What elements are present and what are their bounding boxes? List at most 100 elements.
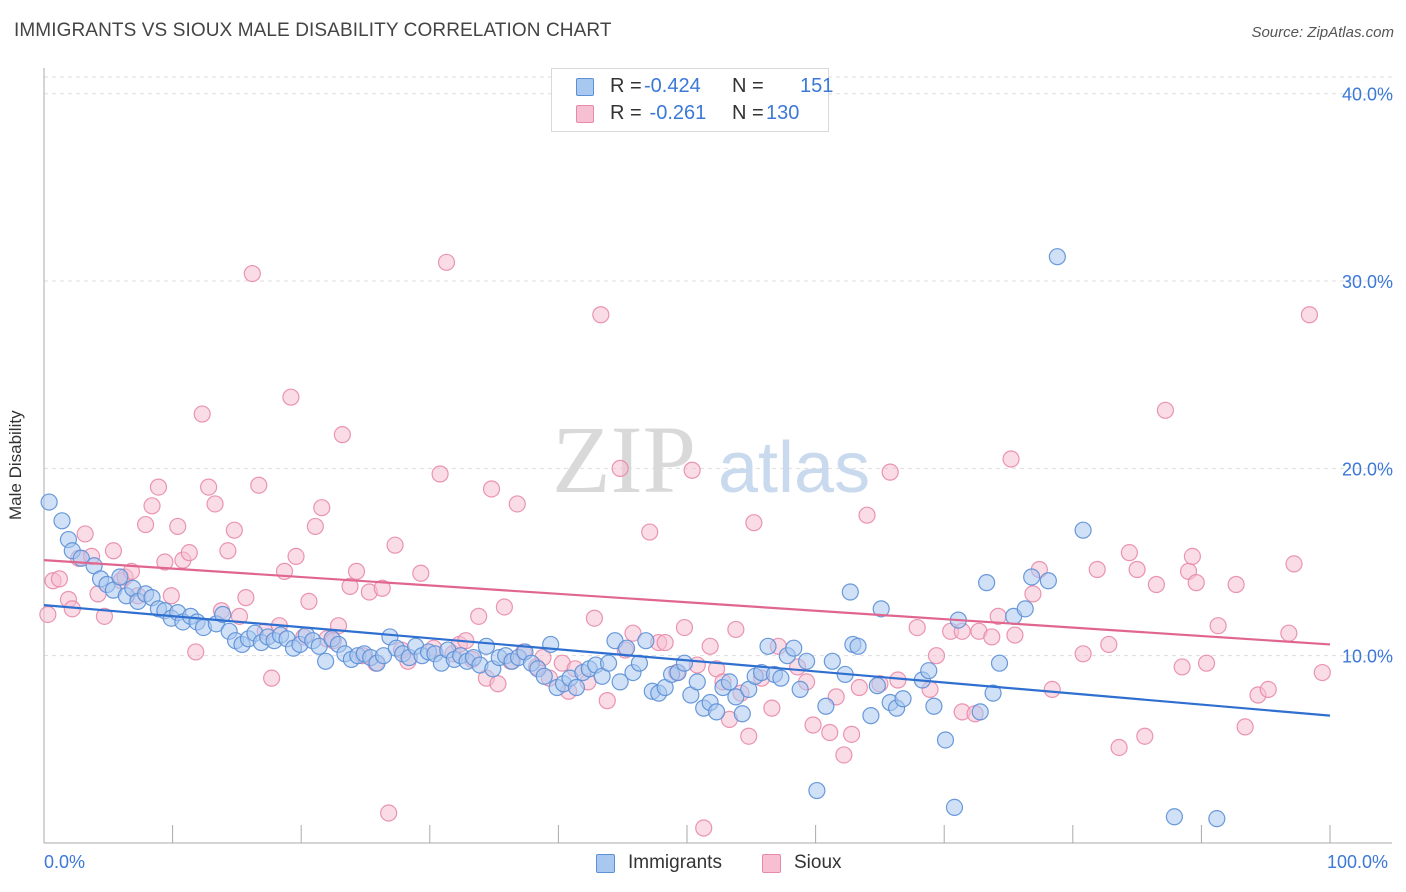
sioux-point xyxy=(1074,645,1092,663)
sioux-point xyxy=(858,506,876,524)
immigrants-point xyxy=(535,667,553,685)
y-tick-label: 10.0% xyxy=(1342,647,1393,667)
immigrants-point xyxy=(477,637,495,655)
y-tick-label: 20.0% xyxy=(1342,459,1393,479)
sioux-point xyxy=(306,517,324,536)
sioux-swatch xyxy=(762,854,781,873)
stats-legend: R = -0.424 N = 151 R = -0.261 N = 130 xyxy=(551,68,833,132)
r-value: -0.424 xyxy=(644,75,701,97)
immigrants-point xyxy=(920,662,938,680)
y-tick-label: 40.0% xyxy=(1342,85,1393,105)
immigrants-point xyxy=(978,574,996,592)
immigrants-point xyxy=(1039,572,1057,590)
immigrants-point xyxy=(925,697,943,715)
sioux-point xyxy=(1002,450,1020,468)
sioux-point xyxy=(850,678,868,697)
sioux-point xyxy=(143,497,161,515)
stats-row-immigrants: R = -0.424 N = 151 xyxy=(552,75,833,101)
sioux-point xyxy=(908,618,926,637)
sioux-points xyxy=(39,253,1331,837)
sioux-trend-line xyxy=(43,559,1331,646)
immigrants-point xyxy=(984,684,1002,702)
sioux-point xyxy=(1187,574,1205,592)
immigrants-points xyxy=(40,248,1226,828)
immigrants-swatch xyxy=(596,854,615,873)
immigrants-point xyxy=(990,654,1009,672)
sioux-point xyxy=(1136,727,1154,745)
sioux-point xyxy=(489,675,507,693)
sioux-point xyxy=(412,564,430,582)
sioux-point xyxy=(282,388,300,406)
sioux-point xyxy=(373,579,391,597)
sioux-point xyxy=(1227,575,1245,594)
trend-lines xyxy=(43,559,1331,717)
immigrants-point xyxy=(772,669,790,687)
sioux-point xyxy=(585,609,604,627)
sioux-point xyxy=(50,570,69,588)
sioux-swatch xyxy=(576,105,594,123)
sioux-point xyxy=(641,523,659,541)
sioux-point xyxy=(437,253,456,271)
sioux-point xyxy=(431,465,449,483)
y-tick-labels: 10.0% 20.0% 30.0% 40.0% xyxy=(1342,85,1393,667)
sioux-point xyxy=(95,607,114,625)
immigrants-point xyxy=(111,568,129,586)
sioux-point xyxy=(1110,738,1128,757)
sioux-point xyxy=(1147,575,1165,594)
immigrants-point xyxy=(808,781,826,800)
immigrants-point xyxy=(1074,521,1092,539)
chart-title: IMMIGRANTS VS SIOUX MALE DISABILITY CORR… xyxy=(14,20,612,41)
sioux-point xyxy=(237,589,255,607)
sioux-point xyxy=(380,804,398,822)
n-value: 151 xyxy=(800,75,834,97)
immigrants-point xyxy=(317,652,335,670)
sioux-point xyxy=(200,478,218,496)
sioux-point xyxy=(313,499,331,517)
sioux-point xyxy=(1100,635,1118,654)
immigrants-point xyxy=(823,652,841,670)
sioux-point xyxy=(136,515,155,534)
sioux-point xyxy=(1259,680,1277,699)
sioux-point xyxy=(983,628,1001,646)
sioux-point xyxy=(482,480,501,498)
immigrants-point xyxy=(637,632,655,650)
sioux-point xyxy=(180,544,198,562)
sioux-point xyxy=(187,643,205,661)
sioux-point xyxy=(386,536,404,554)
axes xyxy=(43,68,1392,844)
sioux-point xyxy=(333,426,351,444)
n-value: 130 xyxy=(766,102,800,124)
sioux-point xyxy=(1088,560,1106,579)
sioux-point xyxy=(341,577,359,595)
sioux-point xyxy=(169,517,187,536)
immigrants-point xyxy=(759,637,777,655)
immigrants-swatch xyxy=(576,78,594,96)
sioux-point xyxy=(598,692,616,710)
immigrants-point xyxy=(1048,248,1066,266)
sioux-point xyxy=(656,633,674,652)
sioux-point xyxy=(470,607,488,625)
immigrants-trend-line xyxy=(43,604,1331,717)
sioux-point xyxy=(300,592,318,610)
immigrants-point xyxy=(214,605,232,624)
sioux-point xyxy=(1173,658,1191,676)
immigrants-point xyxy=(785,639,803,657)
sioux-point xyxy=(624,624,642,642)
sioux-point xyxy=(39,605,57,624)
immigrants-point xyxy=(310,637,328,655)
immigrants-point xyxy=(374,647,393,665)
watermark-zip: ZIP xyxy=(552,406,696,513)
immigrants-point xyxy=(40,493,58,511)
stats-row-sioux: R = -0.261 N = 130 xyxy=(552,102,828,128)
x-tick-label-min: 0.0% xyxy=(44,852,86,872)
sioux-point xyxy=(287,547,305,566)
sioux-point xyxy=(927,647,946,665)
sioux-point xyxy=(1128,560,1146,579)
immigrants-point xyxy=(936,731,955,749)
sioux-point xyxy=(206,495,224,513)
sioux-point xyxy=(1024,585,1042,603)
sioux-point xyxy=(156,553,174,571)
immigrants-point xyxy=(707,703,726,721)
sioux-point xyxy=(1280,624,1298,642)
sioux-point xyxy=(149,478,168,496)
